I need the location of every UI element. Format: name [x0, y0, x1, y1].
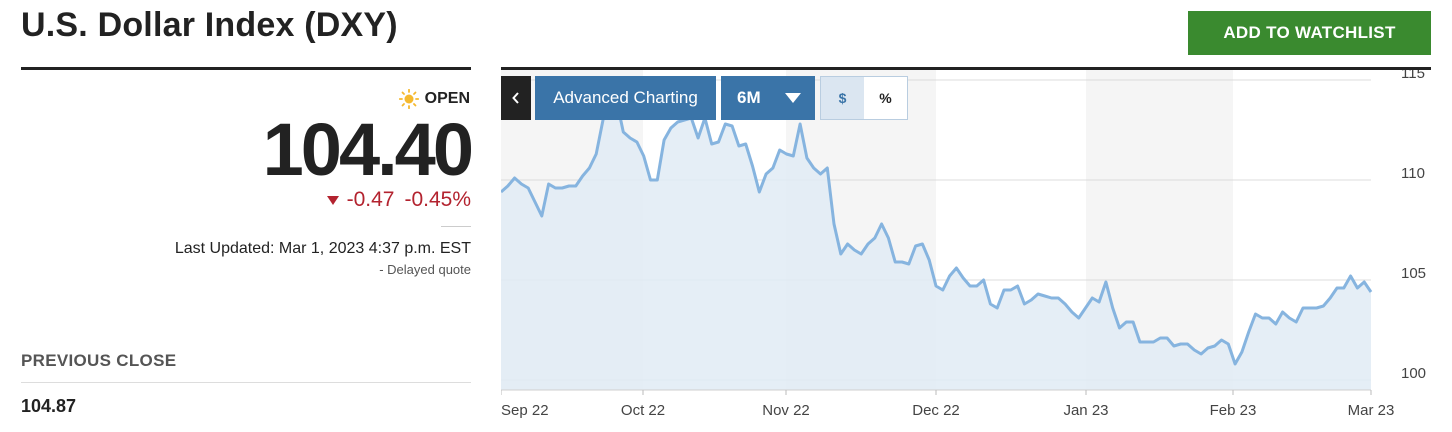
- x-tick-label: Nov 22: [762, 402, 810, 419]
- add-to-watchlist-button[interactable]: ADD TO WATCHLIST: [1188, 11, 1431, 55]
- price-chart[interactable]: 100 105 110 115 Sep 22 Oct 22 Nov 22 Dec 22 Jan …: [501, 70, 1431, 432]
- price-change: -0.47 -0.45%: [326, 188, 471, 212]
- quote-divider: [441, 226, 471, 227]
- down-triangle-icon: [326, 195, 339, 205]
- series-area: [501, 100, 1371, 390]
- previous-close-label: PREVIOUS CLOSE: [21, 351, 177, 370]
- y-tick-label: 105: [1401, 265, 1426, 282]
- chart-toolbar: Advanced Charting 6M $ %: [501, 76, 908, 120]
- unit-dollar-button[interactable]: $: [821, 77, 864, 119]
- x-tick-label: Mar 23: [1348, 402, 1395, 419]
- range-selector[interactable]: 6M: [721, 76, 815, 120]
- previous-close-divider: [21, 382, 471, 383]
- sun-icon: [398, 89, 419, 109]
- x-tick-label: Dec 22: [912, 402, 960, 419]
- last-updated: Last Updated: Mar 1, 2023 4:37 p.m. EST: [174, 240, 471, 257]
- y-tick-label: 110: [1401, 165, 1425, 182]
- caret-down-icon: [785, 93, 801, 103]
- market-status-label: OPEN: [424, 90, 470, 107]
- range-selector-label: 6M: [737, 88, 761, 107]
- page-title: U.S. Dollar Index (DXY): [21, 6, 398, 44]
- unit-percent-button[interactable]: %: [864, 77, 907, 119]
- advanced-charting-button[interactable]: Advanced Charting: [535, 76, 716, 120]
- x-tick-label: Jan 23: [1063, 402, 1108, 419]
- previous-close-value: 104.87: [21, 396, 77, 416]
- y-tick-label: 100: [1401, 365, 1426, 382]
- chevron-left-icon: [512, 92, 519, 104]
- y-tick-label: 115: [1401, 70, 1425, 82]
- x-tick-label: Sep 22: [501, 402, 549, 419]
- left-divider: [21, 67, 471, 70]
- unit-toggle: $ %: [820, 76, 908, 120]
- x-tick-label: Oct 22: [621, 402, 665, 419]
- delayed-quote-note: - Delayed quote: [379, 262, 471, 277]
- change-value: -0.47: [346, 188, 395, 211]
- change-percent: -0.45%: [404, 188, 471, 211]
- collapse-toolbar-button[interactable]: [501, 76, 531, 120]
- series-line: [501, 98, 1373, 366]
- chart-divider: [501, 67, 1431, 70]
- current-price: 104.40: [262, 108, 474, 191]
- market-status: OPEN: [398, 89, 470, 109]
- x-tick-label: Feb 23: [1210, 402, 1257, 419]
